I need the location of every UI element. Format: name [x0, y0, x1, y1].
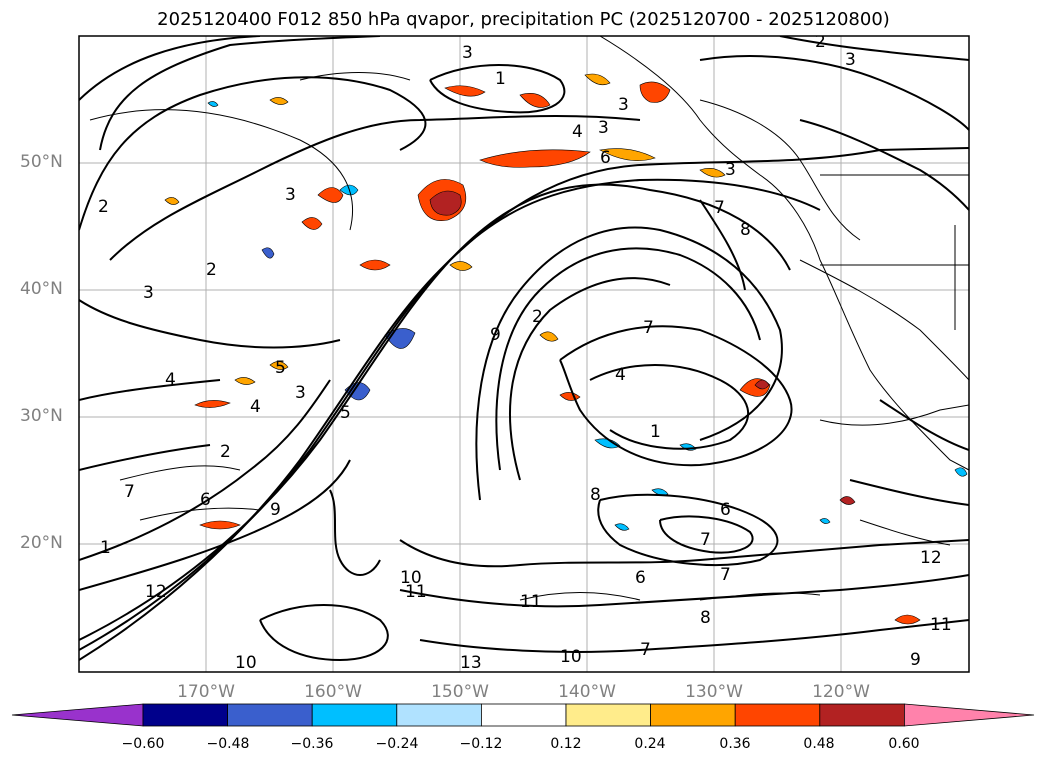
contour-label: 6 — [720, 500, 731, 520]
contour-label: 3 — [462, 43, 473, 63]
contour-label: 4 — [615, 365, 626, 385]
lon-label-160w: 160°W — [304, 682, 362, 702]
contour-label: 7 — [714, 198, 725, 218]
contour-label: 5 — [340, 403, 351, 423]
contour-label: 4 — [250, 397, 261, 417]
colorbar-cell — [142, 703, 228, 727]
chart-title: 2025120400 F012 850 hPa qvapor, precipit… — [157, 9, 890, 30]
contour-label: 10 — [235, 653, 257, 673]
contour-label: 3 — [143, 283, 154, 303]
precip-patches — [164, 73, 968, 625]
contour-label: 12 — [920, 548, 942, 568]
contour-label: 9 — [490, 325, 501, 345]
contour-label: 11 — [405, 582, 427, 602]
colorbar-tick: −0.12 — [459, 736, 503, 752]
contour-label: 10 — [400, 568, 422, 588]
lon-label-130w: 130°W — [685, 682, 743, 702]
contour-label: 8 — [590, 485, 601, 505]
lon-label-150w: 150°W — [431, 682, 489, 702]
contour-label: 4 — [165, 370, 176, 390]
colorbar-tick: 0.36 — [719, 736, 751, 752]
colorbar-cell — [396, 703, 482, 727]
colorbar-cell — [734, 703, 821, 727]
lat-label-40n: 40°N — [20, 279, 63, 299]
thin-contours — [89, 72, 969, 601]
contour-label: 10 — [560, 647, 582, 667]
contour-label: 7 — [640, 640, 651, 660]
contour-label: 11 — [930, 615, 952, 635]
contour-label: 4 — [572, 122, 583, 142]
contour-label: 7 — [124, 482, 135, 502]
contour-label: 11 — [520, 592, 542, 612]
lon-label-140w: 140°W — [558, 682, 616, 702]
map-frame — [78, 35, 970, 673]
contour-label: 6 — [200, 490, 211, 510]
contour-label: 1 — [650, 422, 661, 442]
contour-label: 9 — [270, 500, 281, 520]
colorbar-tick: 0.24 — [634, 736, 666, 752]
contour-label: 1 — [495, 69, 506, 89]
colorbar-extend-min — [11, 703, 144, 727]
colorbar-tick: −0.48 — [206, 736, 250, 752]
contour-label: 12 — [145, 582, 167, 602]
contour-label: 6 — [635, 568, 646, 588]
contour-label: 3 — [845, 50, 856, 70]
contour-label: 3 — [285, 185, 296, 205]
colorbar-tick: 0.48 — [803, 736, 835, 752]
coastline — [599, 36, 969, 471]
contour-label: 2 — [206, 260, 217, 280]
colorbar-tick: −0.36 — [290, 736, 334, 752]
moisture-contours — [79, 36, 969, 662]
contour-label: 3 — [618, 95, 629, 115]
contour-label: 5 — [275, 358, 286, 378]
contour-label: 7 — [700, 530, 711, 550]
contour-label: 7 — [643, 318, 654, 338]
colorbar-tick: −0.24 — [375, 736, 419, 752]
colorbar-extend-max — [904, 703, 1035, 727]
contour-label: 3 — [598, 118, 609, 138]
colorbar-cell — [565, 703, 651, 727]
contour-label: 9 — [910, 650, 921, 670]
colorbar-cell — [311, 703, 398, 727]
contour-label: 2 — [98, 197, 109, 217]
lat-label-30n: 30°N — [20, 406, 63, 426]
lat-label-20n: 20°N — [20, 533, 63, 553]
colorbar-cell — [227, 703, 313, 727]
contour-label: 3 — [725, 160, 736, 180]
contour-label: 1 — [100, 538, 111, 558]
colorbar-tick: 0.12 — [550, 736, 582, 752]
colorbar-cell — [480, 703, 567, 727]
colorbar-tick: −0.60 — [121, 736, 165, 752]
lon-label-120w: 120°W — [812, 682, 870, 702]
contour-label: 2 — [815, 32, 826, 52]
contour-label: 7 — [720, 565, 731, 585]
contour-label: 8 — [700, 608, 711, 628]
contour-label: 2 — [532, 307, 543, 327]
lon-label-170w: 170°W — [177, 682, 235, 702]
colorbar-tick: 0.60 — [888, 736, 920, 752]
contour-label: 8 — [740, 220, 751, 240]
colorbar-cell — [650, 703, 736, 727]
contour-label: 3 — [295, 383, 306, 403]
map-background — [79, 36, 969, 672]
contour-label: 2 — [220, 442, 231, 462]
contour-label: 6 — [600, 148, 611, 168]
colorbar-cell — [819, 703, 905, 727]
map-plot: 2 3 3 1 3 4 3 6 3 7 8 2 3 2 3 9 2 7 4 1 … — [78, 32, 970, 673]
lat-label-50n: 50°N — [20, 152, 63, 172]
contour-label: 13 — [460, 653, 482, 673]
contour-labels: 2 3 3 1 3 4 3 6 3 7 8 2 3 2 3 9 2 7 4 1 … — [98, 32, 952, 673]
